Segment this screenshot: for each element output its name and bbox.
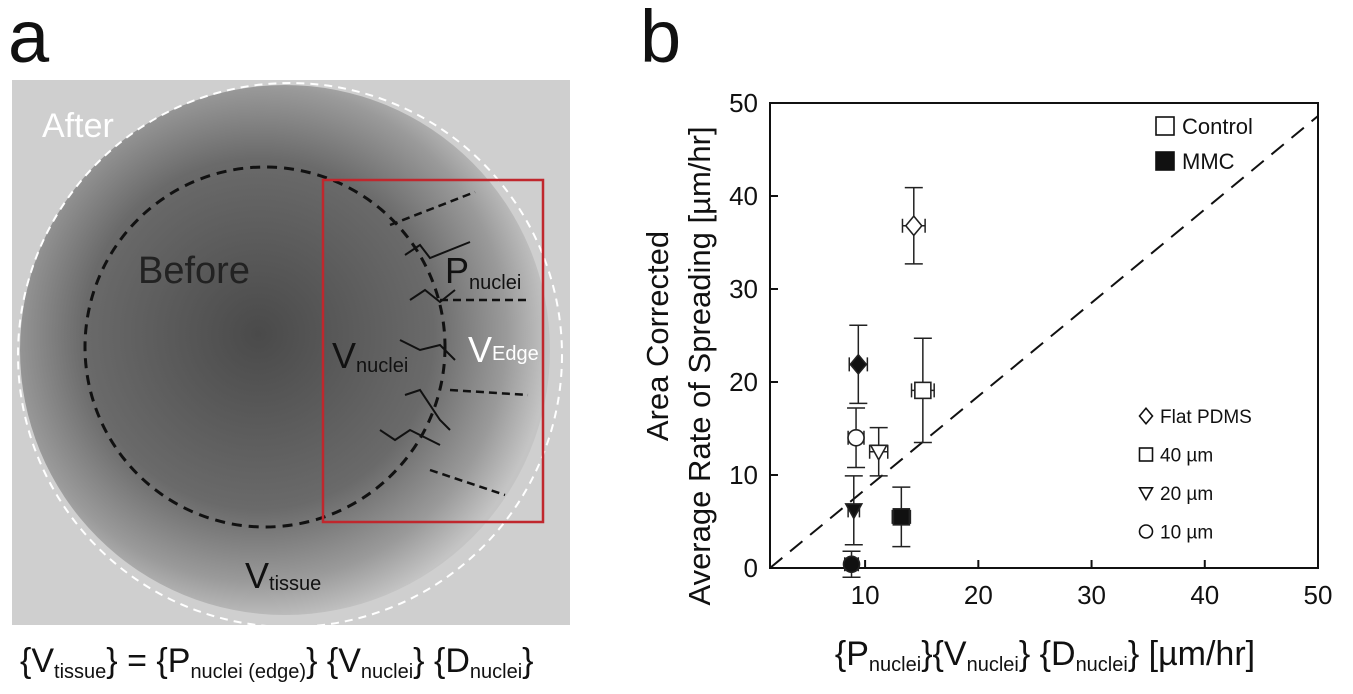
arrows [389, 190, 529, 497]
symbol: P [445, 250, 469, 291]
panel-label: a [8, 0, 50, 78]
equation: {Vtissue} = {Pnuclei (edge)} {Vnuclei} {… [20, 642, 534, 683]
subscript: nuclei [361, 661, 413, 683]
symbol: V [245, 555, 269, 596]
marker [904, 214, 923, 237]
subscript: nuclei [869, 654, 921, 676]
text-part: {V [20, 642, 54, 680]
x-tick-label: 40 [1190, 580, 1219, 610]
p-nuclei-label: Pnuclei [445, 250, 521, 294]
x-tick-label: 50 [1304, 580, 1333, 610]
y-axis-label: Area Corrected [640, 231, 675, 441]
subscript: tissue [54, 661, 106, 683]
legend-label: Control [1182, 114, 1253, 139]
text-part: } = {P [106, 642, 190, 680]
legend-label: Flat PDMS [1160, 407, 1252, 428]
marker [869, 444, 889, 462]
marker [1138, 487, 1154, 502]
marker [849, 353, 868, 376]
v-tissue-label: Vtissue [245, 555, 321, 596]
subscript: nuclei [469, 272, 521, 294]
y-tick-label: 40 [729, 181, 758, 211]
after-outline [17, 82, 563, 628]
marker [1138, 447, 1154, 462]
tissue [20, 85, 550, 615]
y-axis-label: Average Rate of Spreading [µm/hr] [682, 126, 717, 605]
v-edge-label: VEdge [468, 329, 539, 370]
subscript: Edge [492, 343, 539, 365]
legend-label: 20 µm [1160, 484, 1213, 505]
v-nuclei-label: Vnuclei [332, 335, 408, 377]
y-tick-label: 30 [729, 274, 758, 304]
marker [842, 555, 861, 574]
subscript: nuclei [356, 355, 408, 377]
legend-label: 40 µm [1160, 446, 1213, 467]
panel-label: b [640, 0, 681, 78]
reference-line [769, 115, 1319, 569]
marker [1155, 151, 1175, 171]
x-tick-label: 30 [1077, 580, 1106, 610]
x-tick-label: 20 [964, 580, 993, 610]
marker [892, 508, 911, 526]
x-tick-label: 10 [851, 580, 880, 610]
before-label: Before [138, 250, 250, 292]
x-axis-label: {Pnuclei}{Vnuclei} {Dnuclei} [µm/hr] [835, 635, 1255, 676]
marker [847, 428, 865, 447]
tracks [379, 241, 471, 446]
after-label: After [42, 107, 114, 145]
text-part: } {D [413, 642, 470, 680]
marker [1138, 406, 1154, 426]
subscript: nuclei [967, 654, 1019, 676]
text-part: } {D [1019, 635, 1076, 673]
subscript: nuclei (edge) [190, 661, 306, 683]
plot-frame [769, 102, 1319, 569]
subscript: tissue [269, 573, 321, 595]
y-tick-label: 0 [744, 553, 758, 583]
text-part: {P [835, 635, 869, 673]
before-outline [83, 165, 447, 529]
symbol: V [332, 335, 356, 376]
marker [1155, 116, 1175, 136]
subscript: nuclei [1076, 654, 1128, 676]
marker [914, 381, 932, 400]
text-part: } [522, 642, 533, 680]
y-tick-label: 10 [729, 460, 758, 490]
text-part: } [µm/hr] [1128, 635, 1255, 673]
legend-label: MMC [1182, 149, 1235, 174]
marker [1138, 524, 1154, 539]
text-part: }{V [921, 635, 967, 673]
text-part: } {V [306, 642, 361, 680]
symbol: V [468, 329, 492, 370]
y-tick-label: 50 [729, 88, 758, 118]
zoom-box [321, 178, 545, 524]
y-tick-label: 20 [729, 367, 758, 397]
legend-label: 10 µm [1160, 523, 1213, 544]
subscript: nuclei [470, 661, 522, 683]
marker [844, 503, 864, 520]
